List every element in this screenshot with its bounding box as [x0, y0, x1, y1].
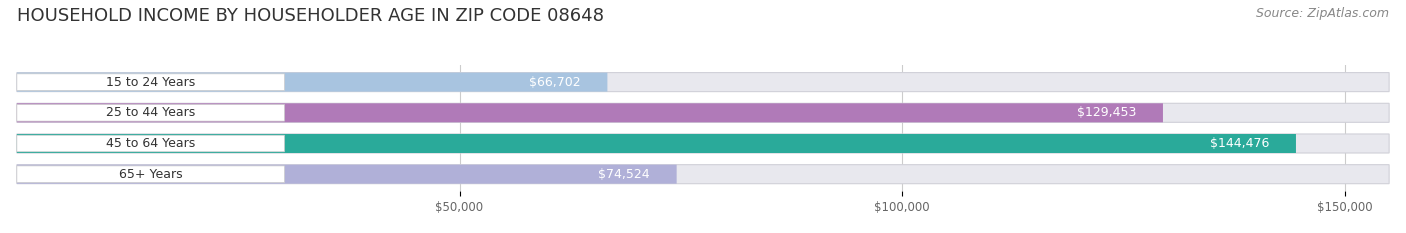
Text: HOUSEHOLD INCOME BY HOUSEHOLDER AGE IN ZIP CODE 08648: HOUSEHOLD INCOME BY HOUSEHOLDER AGE IN Z… [17, 7, 603, 25]
FancyBboxPatch shape [17, 134, 1296, 153]
FancyBboxPatch shape [17, 166, 284, 182]
FancyBboxPatch shape [17, 105, 284, 121]
FancyBboxPatch shape [17, 134, 1389, 153]
Text: Source: ZipAtlas.com: Source: ZipAtlas.com [1256, 7, 1389, 20]
Text: $144,476: $144,476 [1211, 137, 1270, 150]
FancyBboxPatch shape [17, 103, 1389, 122]
FancyBboxPatch shape [17, 165, 676, 184]
Text: 25 to 44 Years: 25 to 44 Years [105, 106, 195, 119]
FancyBboxPatch shape [17, 74, 284, 90]
Text: 65+ Years: 65+ Years [120, 168, 183, 181]
FancyBboxPatch shape [17, 73, 607, 92]
Text: 45 to 64 Years: 45 to 64 Years [105, 137, 195, 150]
Text: 15 to 24 Years: 15 to 24 Years [105, 76, 195, 89]
FancyBboxPatch shape [17, 165, 1389, 184]
Text: $129,453: $129,453 [1077, 106, 1136, 119]
FancyBboxPatch shape [17, 135, 284, 152]
FancyBboxPatch shape [17, 73, 1389, 92]
FancyBboxPatch shape [17, 103, 1163, 122]
Text: $66,702: $66,702 [529, 76, 581, 89]
Text: $74,524: $74,524 [599, 168, 650, 181]
